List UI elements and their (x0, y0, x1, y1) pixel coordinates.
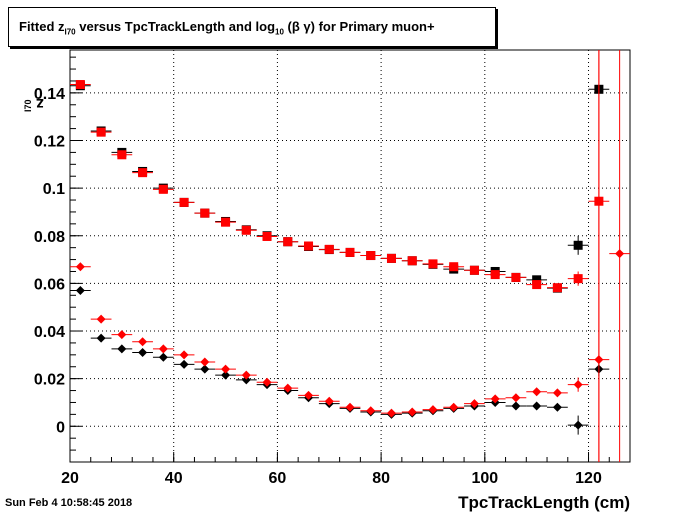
square-marker (511, 272, 521, 282)
plot-frame (69, 49, 631, 463)
y-axis-label-sub: I70 (23, 99, 34, 112)
diamond-marker (117, 330, 127, 340)
x-tick-label: 60 (269, 470, 287, 487)
diamond-marker (241, 370, 251, 380)
square-marker (532, 280, 542, 290)
y-axis-label-main: z (36, 95, 44, 112)
title-part-post: (β γ) for Primary muon+ (287, 19, 435, 34)
square-marker (96, 127, 106, 137)
y-tick-label: 0.04 (34, 324, 65, 341)
diamond-marker (366, 406, 376, 416)
chart-title: Fitted zI70 versus TpcTrackLength and lo… (19, 19, 435, 37)
square-marker (304, 241, 314, 251)
diamond-marker (158, 344, 168, 354)
x-axis-label: TpcTrackLength (cm) (458, 493, 630, 512)
square-marker (469, 265, 479, 275)
title-subscript-2: 10 (275, 27, 284, 37)
square-marker (179, 197, 189, 207)
diamond-marker (532, 387, 542, 397)
diamond-marker (221, 364, 231, 374)
diamond-marker (262, 377, 272, 387)
diamond-marker (428, 405, 438, 415)
square-marker (366, 251, 376, 261)
diamond-marker (324, 396, 334, 406)
x-tick-label: 100 (471, 470, 498, 487)
x-tick-label: 20 (61, 470, 79, 487)
diamond-marker (221, 370, 231, 380)
square-marker (221, 217, 231, 227)
square-marker (428, 259, 438, 269)
diamond-marker (511, 401, 521, 411)
diamond-marker (304, 390, 314, 400)
diamond-marker (615, 249, 625, 259)
diamond-marker (386, 408, 396, 418)
diamond-marker (138, 347, 148, 357)
diamond-marker (552, 388, 562, 398)
y-tick-label: 0.06 (34, 276, 65, 293)
y-tick-label: 0.02 (34, 372, 65, 389)
title-part-mid: versus TpcTrackLength and log (75, 19, 276, 34)
square-marker (158, 184, 168, 194)
y-tick-label: 0 (56, 419, 65, 436)
diamond-marker (573, 380, 583, 390)
x-tick-label: 80 (372, 470, 390, 487)
square-marker (117, 150, 127, 160)
square-marker (573, 240, 583, 250)
diamond-marker (573, 420, 583, 430)
diamond-marker (200, 364, 210, 374)
square-marker (573, 274, 583, 284)
square-marker (200, 208, 210, 218)
y-axis-label: z I70 (14, 82, 44, 122)
square-marker (241, 225, 251, 235)
diamond-marker (96, 333, 106, 343)
square-marker (407, 256, 417, 266)
square-marker (138, 168, 148, 178)
diamond-marker (407, 407, 417, 417)
diamond-marker (490, 394, 500, 404)
y-tick-label: 0.08 (34, 229, 65, 246)
square-marker (532, 275, 542, 285)
x-tick-label: 120 (575, 470, 602, 487)
y-tick-label: 0.14 (34, 86, 65, 103)
axis-ticks: 20 40 60 80 100 120 0 0.02 0.04 0.06 0.08 0.1 0.12 0.… (34, 56, 631, 487)
diamond-marker (179, 359, 189, 369)
diamond-marker (75, 262, 85, 272)
square-marker (262, 231, 272, 241)
square-marker (552, 283, 562, 293)
diamond-marker (117, 344, 127, 354)
diamond-marker (96, 314, 106, 324)
timestamp: Sun Feb 4 10:58:45 2018 (5, 497, 133, 509)
diamond-marker (532, 401, 542, 411)
square-marker (449, 262, 459, 272)
title-subscript-1: I70 (64, 27, 76, 37)
diamond-marker (449, 402, 459, 412)
grid (70, 50, 630, 462)
y-tick-label: 0.1 (43, 181, 65, 198)
diamond-marker (138, 337, 148, 347)
diamond-marker (75, 286, 85, 296)
diamond-marker (552, 402, 562, 412)
square-marker (283, 237, 293, 247)
diamond-marker (283, 383, 293, 393)
diamond-marker (594, 355, 604, 365)
data-marks (70, 50, 630, 462)
square-marker (386, 253, 396, 263)
square-marker (490, 270, 500, 280)
diamond-marker (179, 350, 189, 360)
square-marker (75, 80, 85, 90)
title-part-pre: Fitted z (19, 19, 65, 34)
diamond-marker (511, 393, 521, 403)
x-tick-label: 40 (165, 470, 183, 487)
y-tick-label: 0.12 (34, 133, 65, 150)
diamond-marker (345, 402, 355, 412)
diamond-marker (241, 375, 251, 385)
diamond-marker (469, 399, 479, 409)
title-box: Fitted zI70 versus TpcTrackLength and lo… (8, 7, 496, 47)
diamond-marker (158, 352, 168, 362)
diamond-marker (200, 357, 210, 367)
square-marker (324, 244, 334, 254)
square-marker (345, 247, 355, 257)
